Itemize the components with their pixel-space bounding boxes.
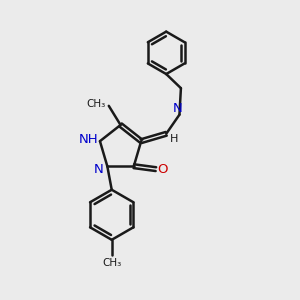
Text: CH₃: CH₃ bbox=[102, 258, 121, 268]
Text: O: O bbox=[157, 163, 168, 176]
Text: NH: NH bbox=[79, 133, 99, 146]
Text: CH₃: CH₃ bbox=[86, 99, 105, 110]
Text: H: H bbox=[170, 134, 178, 144]
Text: N: N bbox=[94, 163, 104, 176]
Text: N: N bbox=[173, 102, 183, 115]
